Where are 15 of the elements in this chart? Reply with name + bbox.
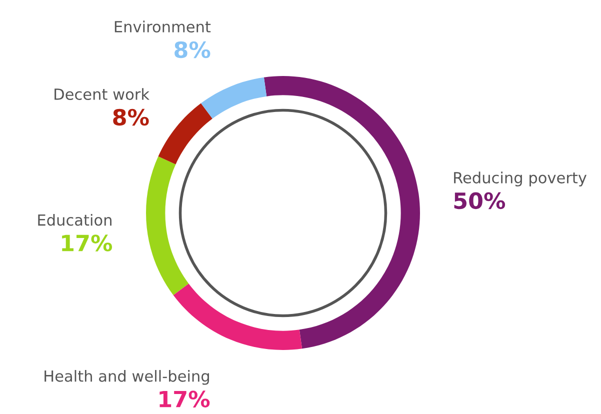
data-label: 8% — [113, 108, 149, 126]
slice-label: Decent work — [54, 88, 150, 100]
data-label: 8% — [174, 41, 210, 58]
donut-slice — [264, 76, 420, 349]
slice-label: Education — [38, 214, 112, 226]
donut-slice — [200, 77, 267, 119]
slice-label: Environment — [114, 20, 211, 33]
data-label: 50% — [454, 192, 506, 210]
donut-slice — [173, 284, 302, 350]
donut-slice — [146, 156, 189, 296]
data-label: 17% — [160, 390, 210, 408]
slice-label: Reducing poverty — [454, 172, 587, 186]
data-label: 17% — [62, 234, 112, 252]
slice-label: Health and well-being — [44, 370, 209, 385]
donut-slice — [158, 103, 212, 164]
